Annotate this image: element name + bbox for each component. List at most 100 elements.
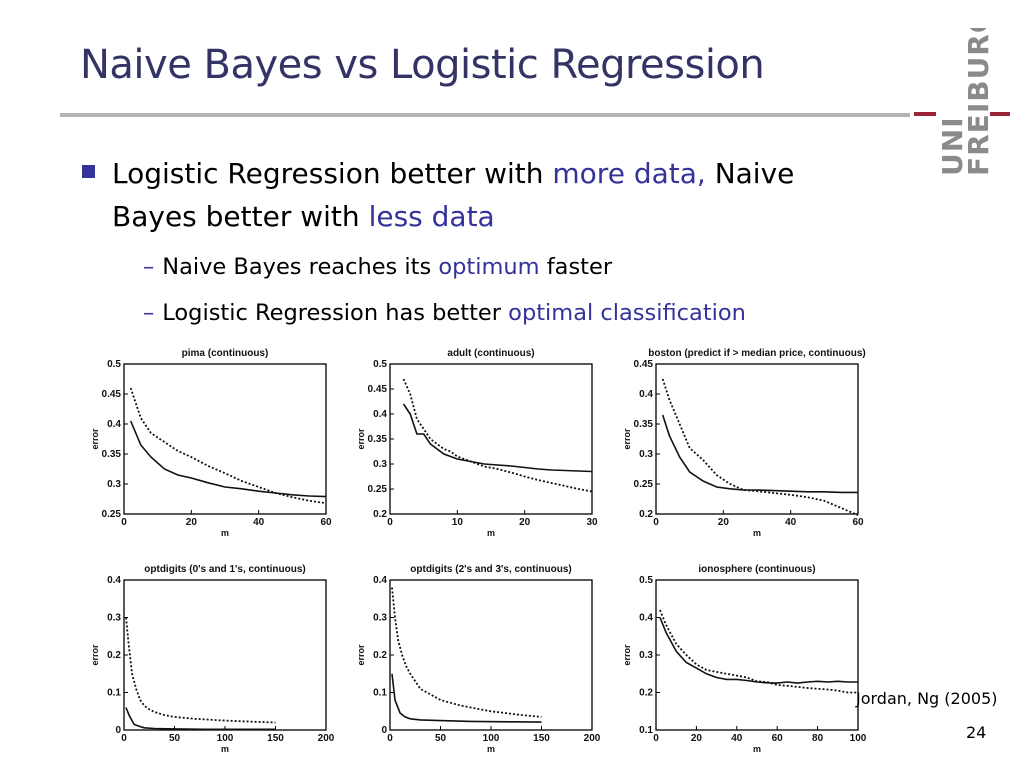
chart-boston: boston (predict if > median price, conti… [622, 348, 866, 538]
main-bullet-text-1: Logistic Regression better with [112, 157, 553, 190]
y-tick-label: 0.2 [639, 688, 653, 699]
y-tick-label: 0.4 [373, 409, 387, 420]
bullet-square-icon [82, 165, 95, 178]
chart-title: optdigits (2's and 3's, continuous) [410, 564, 571, 575]
x-tick-label: 0 [653, 733, 659, 744]
y-tick-label: 0.1 [639, 725, 653, 736]
y-tick-label: 0.3 [107, 479, 121, 490]
y-tick-label: 0.3 [639, 650, 653, 661]
x-tick-label: 20 [691, 733, 703, 744]
chart-title: pima (continuous) [182, 348, 269, 359]
x-tick-label: 10 [452, 517, 464, 528]
x-tick-label: 50 [435, 733, 447, 744]
y-tick-label: 0.1 [107, 688, 121, 699]
x-tick-label: 50 [169, 733, 181, 744]
citation: Jordan, Ng (2005) [856, 689, 998, 708]
x-axis-label: m [487, 528, 495, 538]
y-tick-label: 0.4 [107, 575, 121, 586]
plot-frame [123, 363, 327, 515]
chart-title: ionosphere (continuous) [698, 564, 815, 575]
x-tick-label: 100 [850, 733, 867, 744]
series-line-solid [125, 707, 276, 731]
y-tick-label: 0.4 [107, 419, 121, 430]
x-tick-label: 40 [785, 517, 797, 528]
main-bullet-text: Logistic Regression better with more dat… [112, 152, 862, 238]
series-line-dotted [659, 609, 858, 694]
y-tick-label: 0.2 [107, 650, 121, 661]
chart-adult: adult (continuous) 0 10 20 30 0.2 0.25 0.3 0.35 0… [356, 348, 598, 538]
x-tick-label: 200 [318, 733, 335, 744]
plot-frame [389, 363, 593, 515]
page-number: 24 [966, 723, 987, 742]
x-tick-label: 100 [217, 733, 234, 744]
x-tick-label: 40 [253, 517, 265, 528]
x-tick-label: 100 [483, 733, 500, 744]
highlight-optimal-classification: optimal classification [508, 300, 746, 326]
x-tick-label: 40 [731, 733, 743, 744]
x-tick-label: 0 [121, 733, 127, 744]
y-tick-label: 0.25 [368, 484, 388, 495]
y-tick-label: 0.3 [639, 449, 653, 460]
x-tick-label: 20 [718, 517, 730, 528]
chart-pima: pima (continuous) 0 20 40 60 0.25 0.3 0.35 0.4 0.… [90, 348, 332, 538]
chart-title: boston (predict if > median price, conti… [648, 348, 866, 359]
series-line-dotted [402, 378, 593, 493]
chart-optdigits-01: optdigits (0's and 1's, continuous) 0 50 10… [90, 564, 335, 754]
plot-frame [655, 363, 859, 515]
x-axis-label: m [221, 744, 229, 754]
highlight-more-data: more data, [552, 157, 706, 190]
chart-ionosphere: ionosphere (continuous) 0 20 40 60 80 100 0.1 0.… [622, 564, 867, 754]
x-tick-label: 60 [320, 517, 332, 528]
title-divider [60, 113, 910, 117]
series-line-solid [402, 403, 593, 473]
logo-text-freiburg: FREIBURG [962, 28, 995, 176]
y-tick-label: 0.5 [107, 359, 121, 370]
x-tick-label: 20 [519, 517, 531, 528]
y-tick-label: 0.45 [634, 359, 654, 370]
dash-icon: – [143, 254, 155, 280]
sub-bullet-text-1: Naive Bayes reaches its [162, 254, 439, 280]
y-axis-label: error [90, 644, 100, 666]
x-tick-label: 150 [267, 733, 284, 744]
y-tick-label: 0.2 [373, 509, 387, 520]
y-tick-label: 0.25 [634, 479, 654, 490]
slide-title: Naive Bayes vs Logistic Regression [80, 42, 765, 88]
x-axis-label: m [753, 744, 761, 754]
y-tick-label: 0 [381, 725, 387, 736]
logo-bar-right [990, 112, 1010, 116]
x-tick-label: 20 [186, 517, 198, 528]
x-tick-label: 60 [852, 517, 864, 528]
y-tick-label: 0.4 [373, 575, 387, 586]
series-line-solid [129, 420, 327, 498]
series-line-dotted [129, 387, 327, 505]
y-tick-label: 0.4 [639, 613, 653, 624]
sub-bullet-optimum: – Naive Bayes reaches its optimum faster [143, 254, 612, 280]
x-axis-label: m [487, 744, 495, 754]
x-tick-label: 80 [812, 733, 824, 744]
x-tick-label: 200 [584, 733, 601, 744]
y-axis-label: error [622, 428, 632, 450]
sub-bullet-text-3: faster [539, 254, 613, 280]
y-tick-label: 0.1 [373, 688, 387, 699]
plot-frame [389, 579, 593, 731]
y-axis-label: error [622, 644, 632, 666]
x-tick-label: 150 [533, 733, 550, 744]
main-bullet-text-3: Naive Bayes better with [112, 157, 795, 233]
y-tick-label: 0.3 [107, 613, 121, 624]
series-line-dotted [661, 378, 859, 517]
series-line-solid [661, 414, 858, 494]
y-tick-label: 0.5 [639, 575, 653, 586]
chart-optdigits-23: optdigits (2's and 3's, continuous) 0 50 10… [356, 564, 601, 754]
logo-text-uni: UNI [936, 116, 969, 176]
y-tick-label: 0 [115, 725, 121, 736]
x-tick-label: 60 [772, 733, 784, 744]
x-tick-label: 0 [387, 517, 393, 528]
series-line-solid [659, 617, 858, 684]
main-bullet: Logistic Regression better with more dat… [82, 152, 862, 238]
sub-bullet-text-1: Logistic Regression has better [162, 300, 509, 326]
x-tick-label: 0 [653, 517, 659, 528]
y-tick-label: 0.2 [373, 650, 387, 661]
plot-frame [123, 579, 327, 731]
y-tick-label: 0.3 [373, 459, 387, 470]
y-tick-label: 0.2 [639, 509, 653, 520]
